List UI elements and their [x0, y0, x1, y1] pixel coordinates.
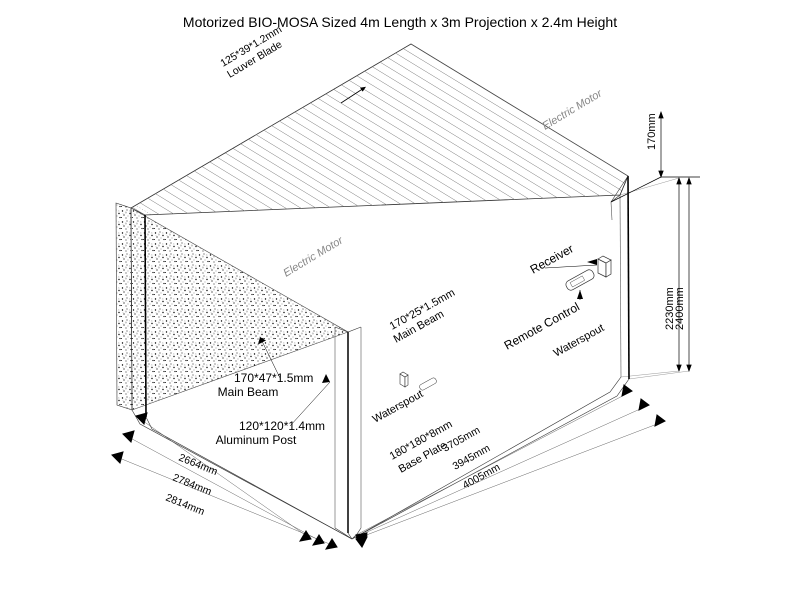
- svg-text:2400mm: 2400mm: [674, 287, 686, 330]
- svg-text:Waterspout: Waterspout: [552, 322, 607, 360]
- svg-text:Electric Motor: Electric Motor: [540, 87, 605, 133]
- svg-text:120*120*1.4mm: 120*120*1.4mm: [239, 419, 325, 433]
- svg-text:Waterspout: Waterspout: [371, 388, 426, 426]
- svg-text:Aluminum Post: Aluminum Post: [216, 433, 297, 447]
- svg-text:Receiver: Receiver: [528, 241, 576, 276]
- svg-text:Main Beam: Main Beam: [218, 385, 279, 399]
- svg-text:Electric Motor: Electric Motor: [281, 234, 346, 280]
- svg-text:170*47*1.5mm: 170*47*1.5mm: [234, 371, 313, 385]
- svg-text:2814mm: 2814mm: [164, 492, 207, 519]
- svg-text:170mm: 170mm: [646, 113, 658, 150]
